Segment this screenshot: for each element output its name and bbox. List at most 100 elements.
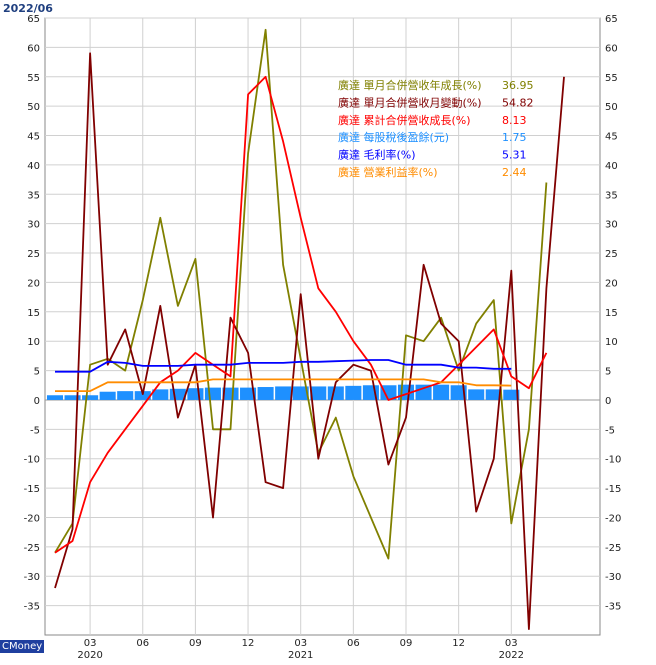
y-tick-label-right: 40 [605, 161, 618, 172]
plot-background [44, 17, 601, 636]
y-tick-label-right: -35 [605, 602, 621, 613]
eps-bar [152, 389, 169, 400]
eps-bar [503, 389, 520, 400]
y-tick-label-right: -15 [605, 484, 621, 495]
eps-bar [117, 391, 134, 400]
series-line-1 [54, 28, 548, 560]
x-tick-label: 03 [294, 638, 307, 649]
eps-bar [99, 391, 116, 400]
x-tick-label: 03 [84, 638, 97, 649]
legend-entry-name: 廣達 累計合併營收成長(%) [338, 113, 471, 127]
eps-bar [275, 386, 292, 400]
y-tick-label-left: 25 [27, 249, 40, 260]
eps-bar [485, 389, 502, 400]
y-tick-label-left: 30 [27, 220, 40, 231]
y-tick-label-right: 45 [605, 132, 618, 143]
x-year-label: 2022 [499, 650, 524, 661]
y-tick-label-right: -20 [605, 513, 621, 524]
y-tick-label-right: -5 [605, 425, 615, 436]
y-tick-label-left: -25 [24, 543, 40, 554]
y-tick-label-left: 0 [34, 396, 40, 407]
y-tick-label-right: 20 [605, 278, 618, 289]
series-line-3 [54, 75, 548, 554]
legend-entry-value: 5.31 [502, 149, 527, 162]
y-tick-label-left: 55 [27, 73, 40, 84]
y-tick-label-right: -10 [605, 455, 621, 466]
y-tick-label-right: 35 [605, 190, 618, 201]
eps-bar [433, 384, 450, 400]
y-tick-label-right: -30 [605, 572, 621, 583]
y-axis-right: 65605550454035302520151050-5-10-15-20-25… [605, 14, 621, 613]
legend-entry-name: 廣達 單月合併營收月變動(%) [338, 95, 482, 109]
series-line-4 [55, 359, 512, 373]
y-tick-label-left: -20 [24, 513, 40, 524]
y-tick-label-left: -35 [24, 602, 40, 613]
y-tick-label-right: 15 [605, 308, 618, 319]
legend-entry-value: 2.44 [502, 166, 527, 179]
y-tick-label-right: 50 [605, 102, 618, 113]
eps-bar [82, 395, 99, 400]
eps-bars [46, 384, 520, 400]
eps-bar [310, 386, 327, 400]
legend-entry-name: 廣達 毛利率(%) [338, 148, 416, 162]
legend-entry-name: 廣達 每股稅後盈餘(元) [338, 130, 449, 144]
eps-bar [46, 395, 64, 400]
y-tick-label-left: -5 [30, 425, 40, 436]
legend: 廣達 單月合併營收年成長(%) 36.95 廣達 單月合併營收月變動(%) 54.82… [338, 78, 534, 179]
y-tick-label-right: 30 [605, 220, 618, 231]
legend-entry-value: 1.75 [502, 131, 527, 144]
y-tick-label-left: 65 [27, 14, 40, 25]
eps-bar [327, 386, 344, 400]
eps-bar [468, 389, 485, 400]
eps-bar [134, 391, 151, 400]
eps-bar [240, 387, 257, 400]
eps-bar [415, 384, 432, 400]
date-label: 2022/06 [3, 2, 53, 15]
y-tick-label-right: 10 [605, 337, 618, 348]
eps-bar [187, 388, 204, 400]
y-tick-label-right: -25 [605, 543, 621, 554]
eps-bar [345, 385, 362, 400]
legend-entry-value: 8.13 [502, 114, 527, 127]
y-axis-left: 65605550454035302520151050-5-10-15-20-25… [24, 14, 40, 613]
legend-entry-value: 36.95 [502, 79, 534, 92]
x-tick-label: 03 [505, 638, 518, 649]
x-tick-label: 12 [242, 638, 255, 649]
y-tick-label-left: 20 [27, 278, 40, 289]
eps-bar [257, 387, 274, 400]
y-tick-label-right: 60 [605, 43, 618, 54]
y-tick-label-right: 0 [605, 396, 611, 407]
y-tick-label-right: 55 [605, 73, 618, 84]
y-tick-label-left: 40 [27, 161, 40, 172]
legend-entry-name: 廣達 營業利益率(%) [338, 165, 438, 179]
y-tick-label-left: -30 [24, 572, 40, 583]
eps-bar [169, 388, 186, 400]
x-tick-label: 09 [189, 638, 202, 649]
x-tick-label: 06 [347, 638, 360, 649]
x-tick-label: 06 [136, 638, 149, 649]
x-year-label: 2020 [77, 650, 102, 661]
brand-label: CMoney [0, 640, 45, 653]
series-lines [54, 28, 565, 630]
eps-bar [204, 387, 221, 400]
eps-bar [380, 385, 397, 400]
x-year-label: 2021 [288, 650, 313, 661]
y-tick-label-left: -10 [24, 455, 40, 466]
y-tick-label-left: 50 [27, 102, 40, 113]
eps-bar [64, 395, 81, 400]
y-tick-label-right: 25 [605, 249, 618, 260]
y-tick-label-left: 60 [27, 43, 40, 54]
series-line-5 [55, 378, 512, 392]
x-tick-label: 09 [400, 638, 413, 649]
legend-entry-value: 54.82 [502, 96, 534, 109]
eps-bar [450, 385, 467, 400]
eps-bar [222, 387, 239, 400]
y-tick-label-left: 45 [27, 132, 40, 143]
y-tick-label-left: 15 [27, 308, 40, 319]
y-tick-label-right: 65 [605, 14, 618, 25]
y-tick-label-left: -15 [24, 484, 40, 495]
grid-lines [45, 17, 600, 635]
y-tick-label-right: 5 [605, 367, 611, 378]
